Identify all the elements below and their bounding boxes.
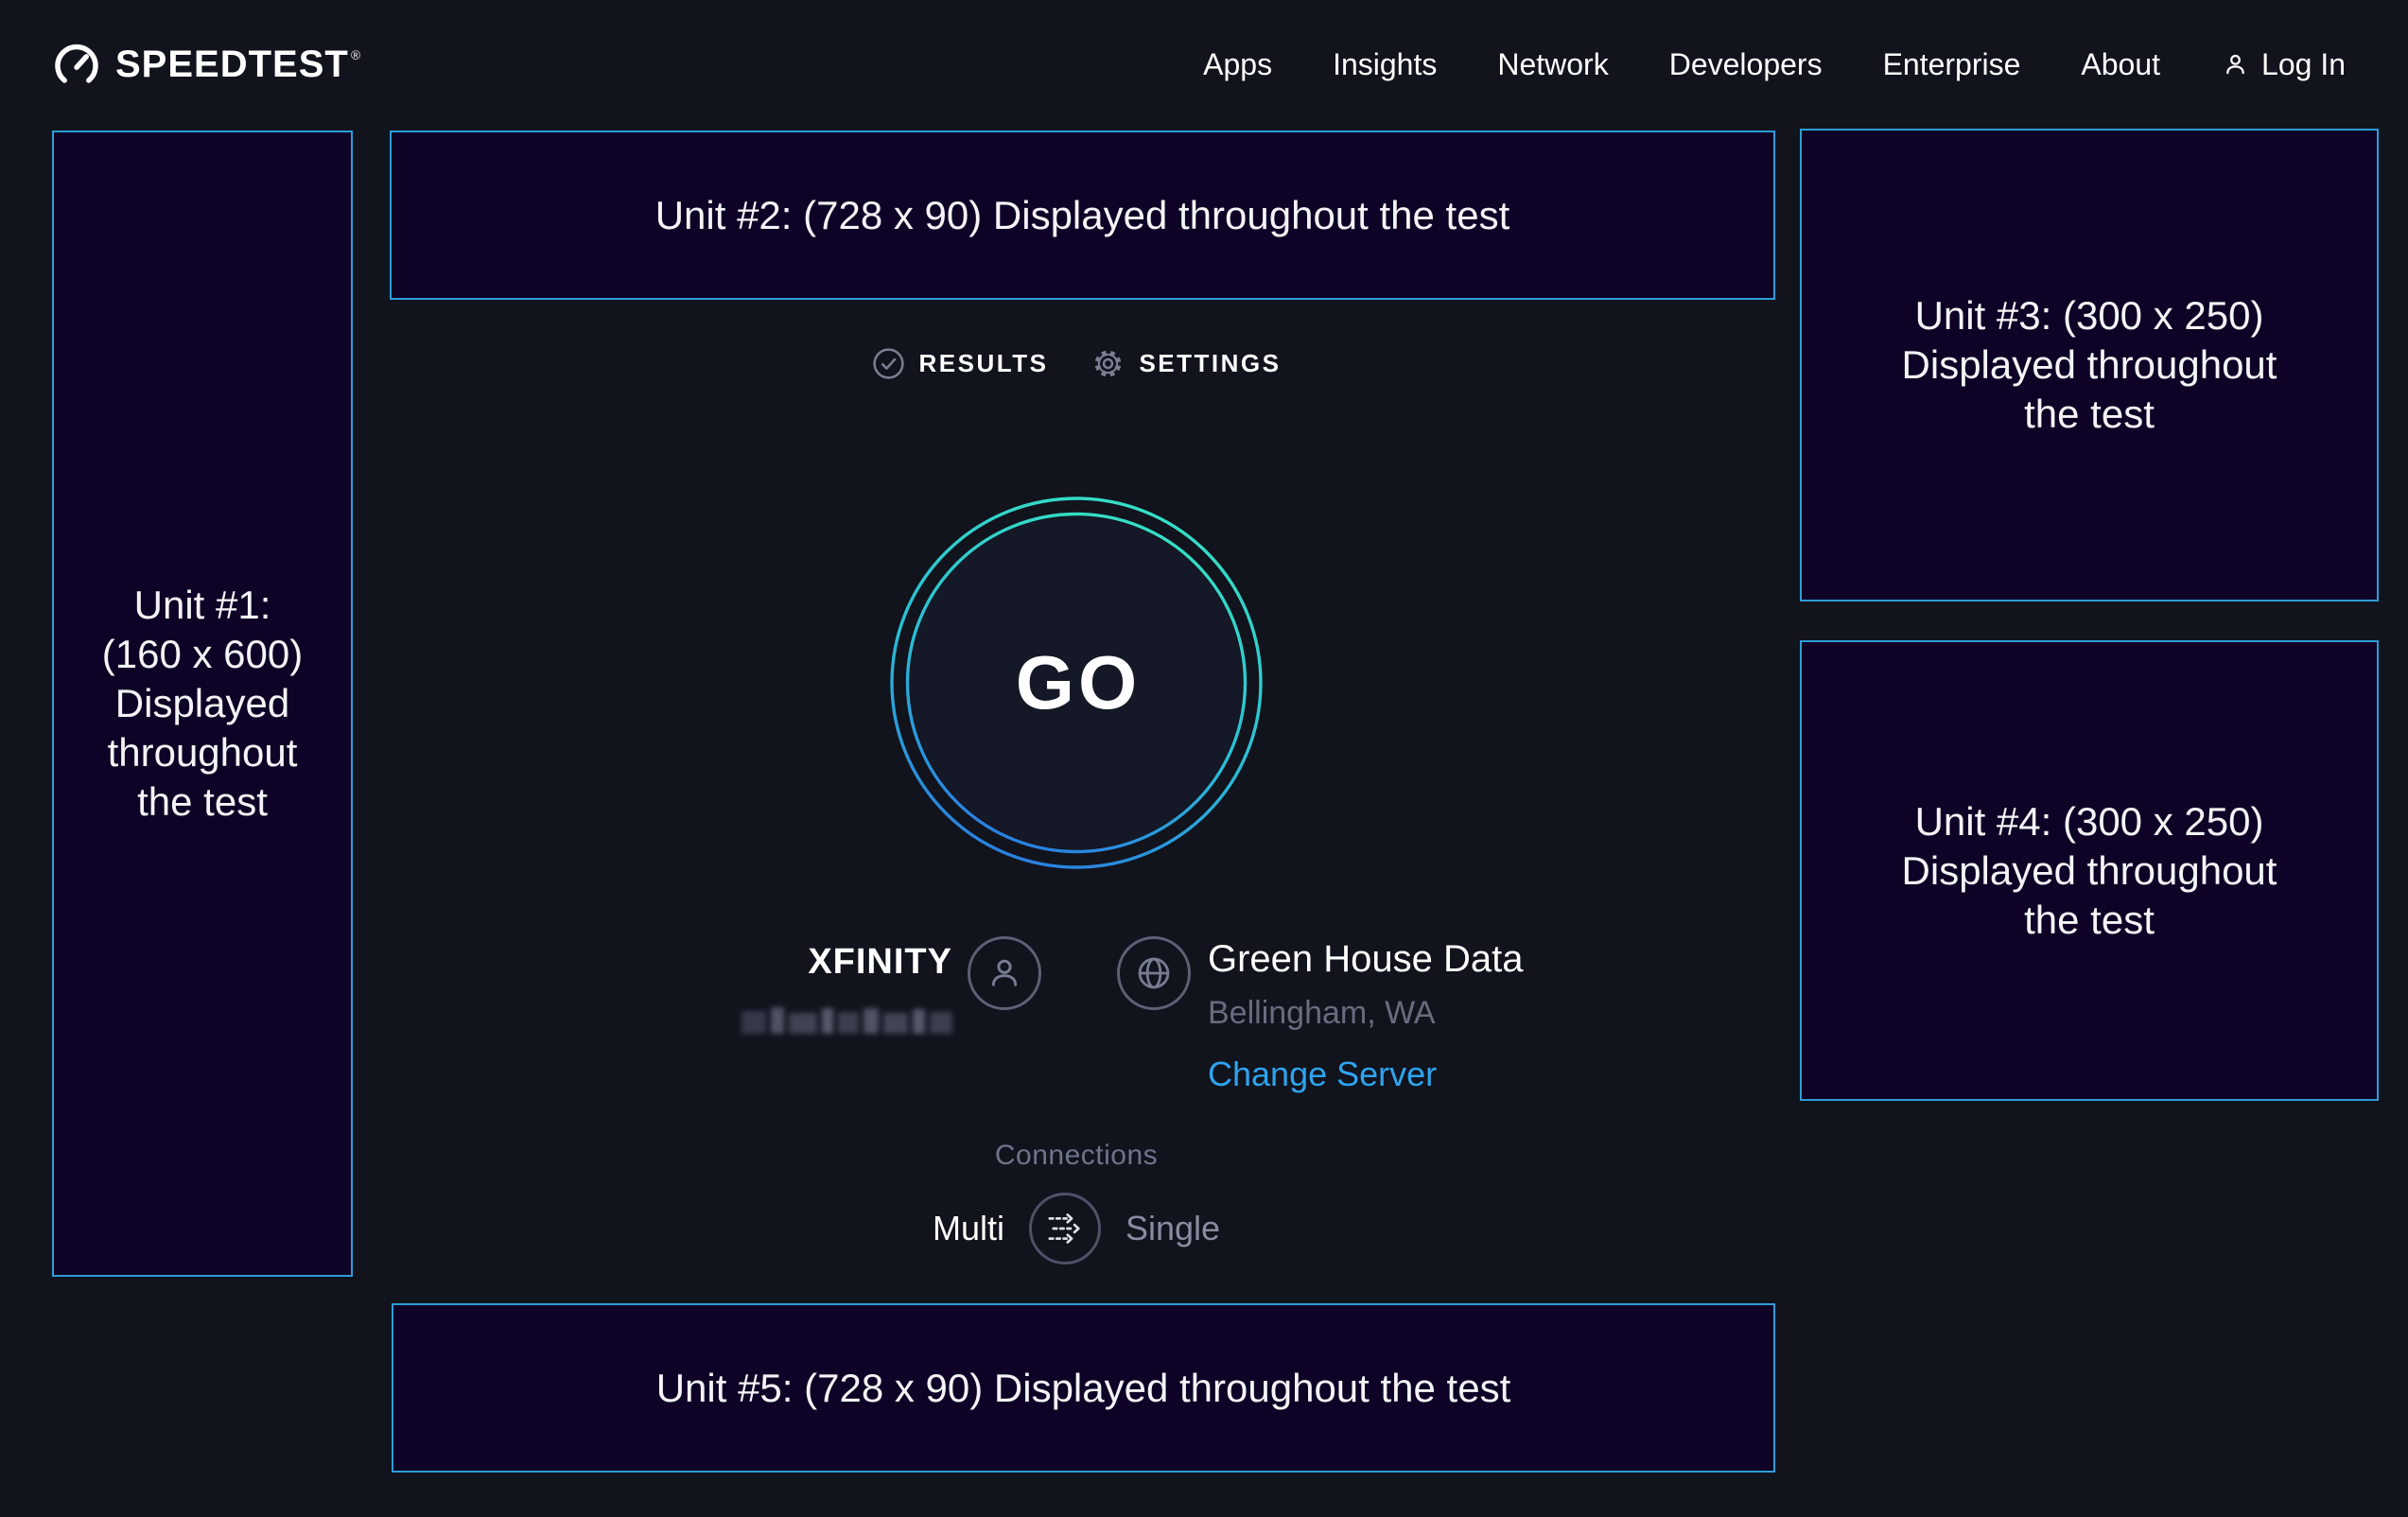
- ad-unit-1-skyscraper[interactable]: Unit #1: (160 x 600) Displayed throughou…: [52, 131, 353, 1277]
- connections-row: Multi Single: [933, 1193, 1220, 1264]
- server-block: Green House Data Bellingham, WA Change S…: [1117, 936, 1524, 1094]
- connections-section: Connections Multi Single: [353, 1140, 1800, 1264]
- login-label: Log In: [2261, 46, 2346, 81]
- connections-multi-option[interactable]: Multi: [932, 1209, 1004, 1247]
- nav-links: Apps Insights Network Developers Enterpr…: [1203, 47, 2346, 82]
- person-icon: [991, 959, 1018, 986]
- server-name: Green House Data: [1208, 938, 1524, 980]
- change-server-link[interactable]: Change Server: [1208, 1055, 1438, 1093]
- nav-item-insights[interactable]: Insights: [1333, 46, 1438, 81]
- dashed-arrows-icon: [1048, 1213, 1080, 1244]
- connections-toggle[interactable]: [1028, 1193, 1101, 1264]
- login-button[interactable]: Log In: [2221, 47, 2346, 82]
- isp-name: XFINITY: [808, 942, 952, 982]
- go-label: GO: [1015, 640, 1142, 724]
- isp-info: XFINITY: [742, 942, 952, 1034]
- nav-item-network[interactable]: Network: [1497, 46, 1609, 81]
- tab-settings-label: SETTINGS: [1139, 349, 1282, 377]
- ad-unit-2-leaderboard[interactable]: Unit #2: (728 x 90) Displayed throughout…: [390, 131, 1775, 300]
- tabs-row: RESULTS SETTINGS: [353, 347, 1800, 380]
- ad-unit-4-rectangle[interactable]: Unit #4: (300 x 250) Displayed throughou…: [1800, 640, 2379, 1101]
- isp-id-redacted: [742, 1007, 952, 1034]
- nav-item-developers[interactable]: Developers: [1668, 46, 1823, 81]
- server-badge: [1117, 936, 1191, 1010]
- connections-label: Connections: [994, 1140, 1159, 1171]
- speedtest-logo[interactable]: SPEEDTEST ®: [52, 40, 361, 89]
- isp-badge: [968, 936, 1041, 1010]
- connections-single-option[interactable]: Single: [1125, 1209, 1221, 1247]
- globe-icon: [1138, 957, 1170, 989]
- server-location: Bellingham, WA: [1208, 995, 1436, 1031]
- nav-item-apps[interactable]: Apps: [1203, 46, 1273, 81]
- ad-unit-5-leaderboard[interactable]: Unit #5: (728 x 90) Displayed throughout…: [392, 1303, 1775, 1473]
- gear-icon: [1095, 350, 1122, 377]
- server-info: Green House Data Bellingham, WA Change S…: [1208, 938, 1524, 1094]
- trademark-symbol: ®: [350, 47, 362, 62]
- check-circle-icon: [872, 348, 904, 379]
- tab-results[interactable]: RESULTS: [872, 347, 1049, 380]
- person-icon: [2226, 54, 2244, 74]
- logo-wordmark: SPEEDTEST ®: [115, 44, 362, 85]
- go-gauge-rings: [890, 497, 1263, 869]
- speedometer-gauge-icon: [55, 44, 98, 83]
- nav-item-enterprise[interactable]: Enterprise: [1882, 46, 2021, 81]
- isp-block: XFINITY: [742, 936, 1041, 1034]
- go-button[interactable]: GO: [890, 497, 1263, 869]
- top-nav: SPEEDTEST ® Apps Insights Network Develop…: [52, 25, 2346, 104]
- ad-unit-3-rectangle[interactable]: Unit #3: (300 x 250) Displayed throughou…: [1800, 129, 2379, 602]
- nav-item-about[interactable]: About: [2081, 46, 2161, 81]
- tab-results-label: RESULTS: [918, 349, 1049, 377]
- tab-settings[interactable]: SETTINGS: [1091, 347, 1281, 380]
- test-stage: RESULTS SETTINGS: [353, 0, 1800, 1517]
